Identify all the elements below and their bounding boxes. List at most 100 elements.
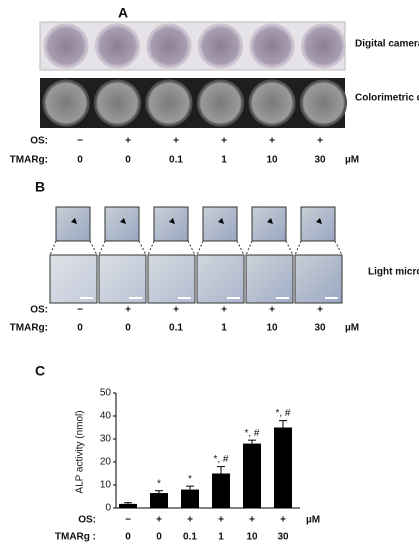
tmarg-value: 0: [77, 323, 83, 334]
zoom-line: [49, 240, 57, 256]
os-value: +: [125, 136, 131, 147]
treatment-label: OS:: [30, 136, 48, 147]
bar: [119, 503, 137, 508]
arrowhead: [316, 218, 322, 224]
y-tick-label: 0: [105, 503, 111, 514]
x-tick-label: 10: [246, 532, 258, 543]
treatment-label: TMARg:: [10, 323, 48, 334]
annotation: *: [188, 474, 192, 485]
row-label: Colorimetric detector: [355, 93, 419, 104]
tmarg-value: 10: [266, 323, 278, 334]
well: [43, 23, 89, 69]
treatment-label: TMARg:: [10, 155, 48, 166]
micrograph: [294, 254, 343, 304]
y-axis-label: ALP activity (nmol): [75, 410, 86, 493]
zoom-line: [187, 240, 196, 256]
well: [95, 23, 140, 69]
well: [42, 79, 90, 127]
tmarg-value: 10: [266, 155, 278, 166]
y-tick-label: 50: [100, 388, 112, 399]
os-value: −: [77, 305, 83, 316]
zoom-line: [138, 240, 147, 256]
inset: [202, 206, 238, 242]
well: [198, 23, 243, 69]
x-tick-label: 30: [277, 532, 289, 543]
os-value: +: [173, 305, 179, 316]
annotation: *, #: [213, 454, 228, 465]
inset: [153, 206, 189, 242]
well: [197, 79, 244, 127]
panel-label: B: [35, 179, 45, 195]
well: [94, 79, 141, 127]
well: [248, 79, 296, 127]
os-value: −: [125, 515, 131, 526]
inset: [300, 206, 336, 242]
unit: µM: [345, 155, 359, 166]
panel-label: C: [35, 363, 45, 379]
bar: [274, 427, 292, 508]
well: [249, 23, 295, 69]
annotation: *, #: [244, 428, 259, 439]
bar: [243, 443, 261, 508]
treatment-label: TMARg :: [55, 532, 96, 543]
zoom-line: [236, 240, 245, 256]
image-label: Light microscope: [368, 267, 419, 278]
well: [300, 79, 347, 127]
x-tick-label: 0.1: [183, 532, 197, 543]
zoom-line: [294, 240, 302, 256]
micrograph: [245, 254, 294, 304]
treatment-label: OS:: [78, 515, 96, 526]
zoom-line: [285, 240, 294, 256]
arrowhead: [218, 218, 224, 224]
micrograph: [98, 254, 147, 304]
zoom-line: [334, 240, 343, 256]
well: [146, 23, 192, 69]
treatment-label: OS:: [30, 305, 48, 316]
tmarg-value: 0: [125, 323, 131, 334]
x-tick-label: 0: [156, 532, 162, 543]
inset: [104, 206, 140, 242]
tmarg-value: 0: [125, 155, 131, 166]
os-value: +: [317, 136, 323, 147]
os-value: +: [249, 515, 255, 526]
annotation: *, #: [275, 408, 290, 419]
arrowhead: [71, 218, 77, 224]
inset: [55, 206, 91, 242]
os-value: +: [269, 305, 275, 316]
bar: [150, 493, 168, 508]
unit: µM: [345, 323, 359, 334]
micrograph: [196, 254, 245, 304]
os-value: −: [77, 136, 83, 147]
well: [301, 23, 346, 69]
os-value: +: [156, 515, 162, 526]
x-tick-label: 0: [125, 532, 131, 543]
tmarg-value: 1: [221, 323, 227, 334]
os-value: +: [221, 136, 227, 147]
tmarg-value: 30: [314, 323, 326, 334]
tmarg-value: 0.1: [169, 155, 183, 166]
arrowhead: [267, 218, 273, 224]
zoom-line: [98, 240, 106, 256]
os-value: +: [280, 515, 286, 526]
tmarg-value: 30: [314, 155, 326, 166]
os-value: +: [125, 305, 131, 316]
bar: [181, 489, 199, 508]
unit: µM: [306, 515, 320, 526]
arrowhead: [169, 218, 175, 224]
tmarg-value: 1: [221, 155, 227, 166]
os-value: +: [173, 136, 179, 147]
os-value: +: [218, 515, 224, 526]
bar: [212, 473, 230, 508]
zoom-line: [89, 240, 98, 256]
zoom-line: [147, 240, 155, 256]
inset: [251, 206, 287, 242]
row-label: Digital camera: [355, 39, 419, 50]
y-tick-label: 10: [100, 480, 112, 491]
panel-label: A: [118, 5, 128, 21]
micrograph: [49, 254, 98, 304]
os-value: +: [187, 515, 193, 526]
arrowhead: [120, 218, 126, 224]
tmarg-value: 0: [77, 155, 83, 166]
x-tick-label: 1: [218, 532, 224, 543]
